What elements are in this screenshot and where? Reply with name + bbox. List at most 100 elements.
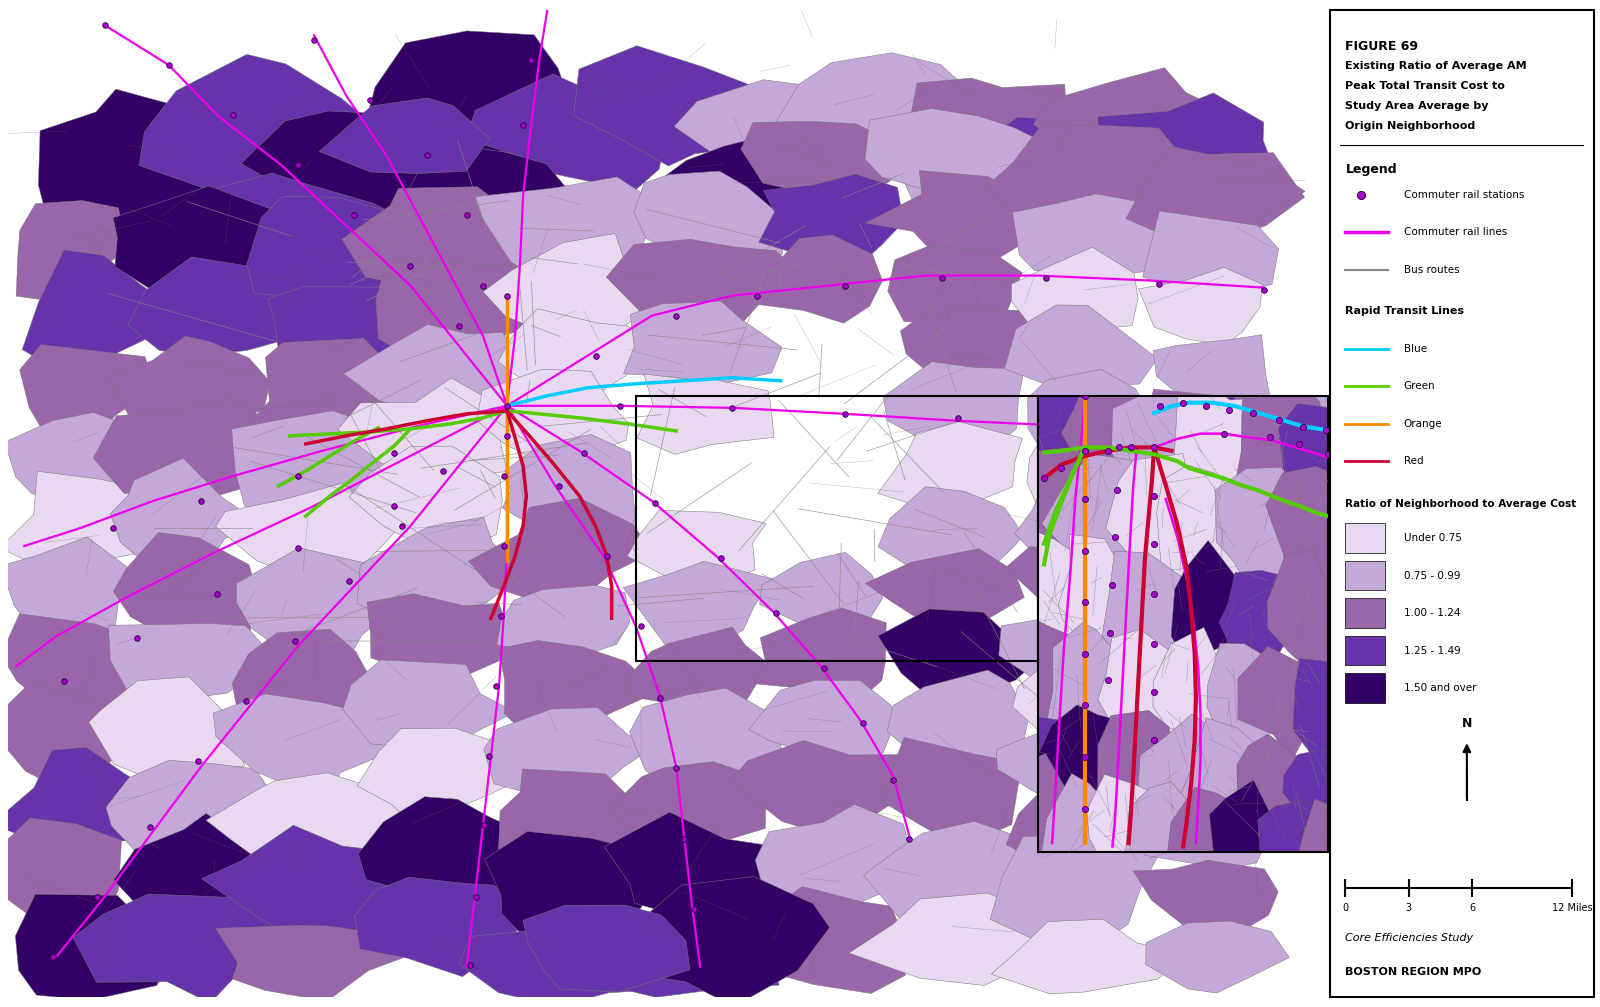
Polygon shape xyxy=(1216,467,1306,592)
Polygon shape xyxy=(366,31,570,155)
Text: 1.25 - 1.49: 1.25 - 1.49 xyxy=(1403,645,1461,656)
Polygon shape xyxy=(997,526,1104,671)
Polygon shape xyxy=(888,247,1022,325)
Text: Rapid Transit Lines: Rapid Transit Lines xyxy=(1346,306,1464,316)
Polygon shape xyxy=(1157,465,1251,590)
Polygon shape xyxy=(1154,627,1222,738)
Polygon shape xyxy=(338,378,517,475)
Polygon shape xyxy=(878,486,1024,580)
Polygon shape xyxy=(1133,493,1267,590)
Polygon shape xyxy=(242,111,451,222)
Polygon shape xyxy=(114,533,258,640)
Polygon shape xyxy=(637,374,774,454)
Polygon shape xyxy=(998,606,1147,686)
Polygon shape xyxy=(1133,558,1269,641)
Polygon shape xyxy=(1293,659,1366,757)
Polygon shape xyxy=(1181,718,1269,826)
Polygon shape xyxy=(0,683,144,794)
Polygon shape xyxy=(1134,389,1277,468)
Polygon shape xyxy=(342,660,515,753)
Text: Under 0.75: Under 0.75 xyxy=(1403,533,1461,543)
Polygon shape xyxy=(16,200,126,306)
Polygon shape xyxy=(498,309,656,398)
Polygon shape xyxy=(355,877,523,977)
Polygon shape xyxy=(1086,774,1166,880)
Polygon shape xyxy=(984,118,1154,196)
Polygon shape xyxy=(459,929,664,1006)
Polygon shape xyxy=(114,186,286,290)
Text: 0.75 - 0.99: 0.75 - 0.99 xyxy=(1403,571,1461,581)
Polygon shape xyxy=(1146,616,1290,709)
Polygon shape xyxy=(1210,779,1293,891)
Polygon shape xyxy=(16,894,173,1000)
Polygon shape xyxy=(990,835,1157,950)
Polygon shape xyxy=(0,537,130,646)
Polygon shape xyxy=(1027,434,1138,514)
Polygon shape xyxy=(0,747,165,849)
Polygon shape xyxy=(485,832,656,960)
Polygon shape xyxy=(725,886,906,994)
Polygon shape xyxy=(390,148,579,252)
Polygon shape xyxy=(1206,643,1288,752)
Polygon shape xyxy=(886,670,1029,767)
Polygon shape xyxy=(992,753,1080,887)
Text: Existing Ratio of Average AM: Existing Ratio of Average AM xyxy=(1346,61,1526,71)
Polygon shape xyxy=(850,893,1051,986)
Polygon shape xyxy=(1011,247,1138,341)
Text: Legend: Legend xyxy=(1346,163,1397,176)
Polygon shape xyxy=(864,822,1066,920)
Bar xyxy=(1346,598,1386,627)
Polygon shape xyxy=(995,270,1098,438)
Polygon shape xyxy=(741,121,926,193)
Polygon shape xyxy=(1098,710,1173,822)
Text: Core Efficiencies Study: Core Efficiencies Study xyxy=(1346,932,1474,943)
Polygon shape xyxy=(1234,312,1331,432)
Polygon shape xyxy=(90,677,245,776)
Polygon shape xyxy=(624,301,782,384)
Polygon shape xyxy=(1006,547,1150,632)
Polygon shape xyxy=(1112,390,1216,499)
Polygon shape xyxy=(128,257,298,355)
Polygon shape xyxy=(358,797,547,903)
Polygon shape xyxy=(114,814,264,931)
Polygon shape xyxy=(1142,211,1278,298)
Polygon shape xyxy=(997,620,1094,762)
Polygon shape xyxy=(181,173,413,296)
Polygon shape xyxy=(901,309,1032,388)
Polygon shape xyxy=(1006,781,1168,875)
Polygon shape xyxy=(866,109,1059,201)
Polygon shape xyxy=(882,737,1032,847)
Polygon shape xyxy=(483,234,651,347)
Polygon shape xyxy=(1296,799,1355,901)
Bar xyxy=(1346,635,1386,666)
Polygon shape xyxy=(213,694,395,802)
Polygon shape xyxy=(1142,153,1304,240)
Polygon shape xyxy=(109,336,270,431)
Polygon shape xyxy=(758,174,904,270)
Polygon shape xyxy=(342,186,531,289)
Polygon shape xyxy=(907,79,1070,177)
Polygon shape xyxy=(469,498,653,605)
Polygon shape xyxy=(1219,570,1299,674)
Text: Commuter rail lines: Commuter rail lines xyxy=(1403,228,1507,237)
Polygon shape xyxy=(574,45,779,166)
Polygon shape xyxy=(771,52,1000,156)
Polygon shape xyxy=(1278,404,1370,526)
Polygon shape xyxy=(483,708,656,803)
Polygon shape xyxy=(1126,146,1306,251)
Polygon shape xyxy=(110,458,264,573)
Polygon shape xyxy=(106,760,277,859)
Text: FIGURE 69: FIGURE 69 xyxy=(1346,39,1419,52)
Polygon shape xyxy=(630,688,784,787)
Polygon shape xyxy=(1014,493,1144,569)
Polygon shape xyxy=(1013,194,1166,276)
Polygon shape xyxy=(1238,646,1333,761)
Polygon shape xyxy=(874,130,1046,219)
Polygon shape xyxy=(202,825,421,953)
Polygon shape xyxy=(621,876,830,1007)
Polygon shape xyxy=(1114,293,1216,443)
Text: Origin Neighborhood: Origin Neighborhood xyxy=(1346,121,1475,131)
Polygon shape xyxy=(466,74,693,190)
Polygon shape xyxy=(992,919,1184,994)
Text: 0: 0 xyxy=(1342,903,1349,913)
